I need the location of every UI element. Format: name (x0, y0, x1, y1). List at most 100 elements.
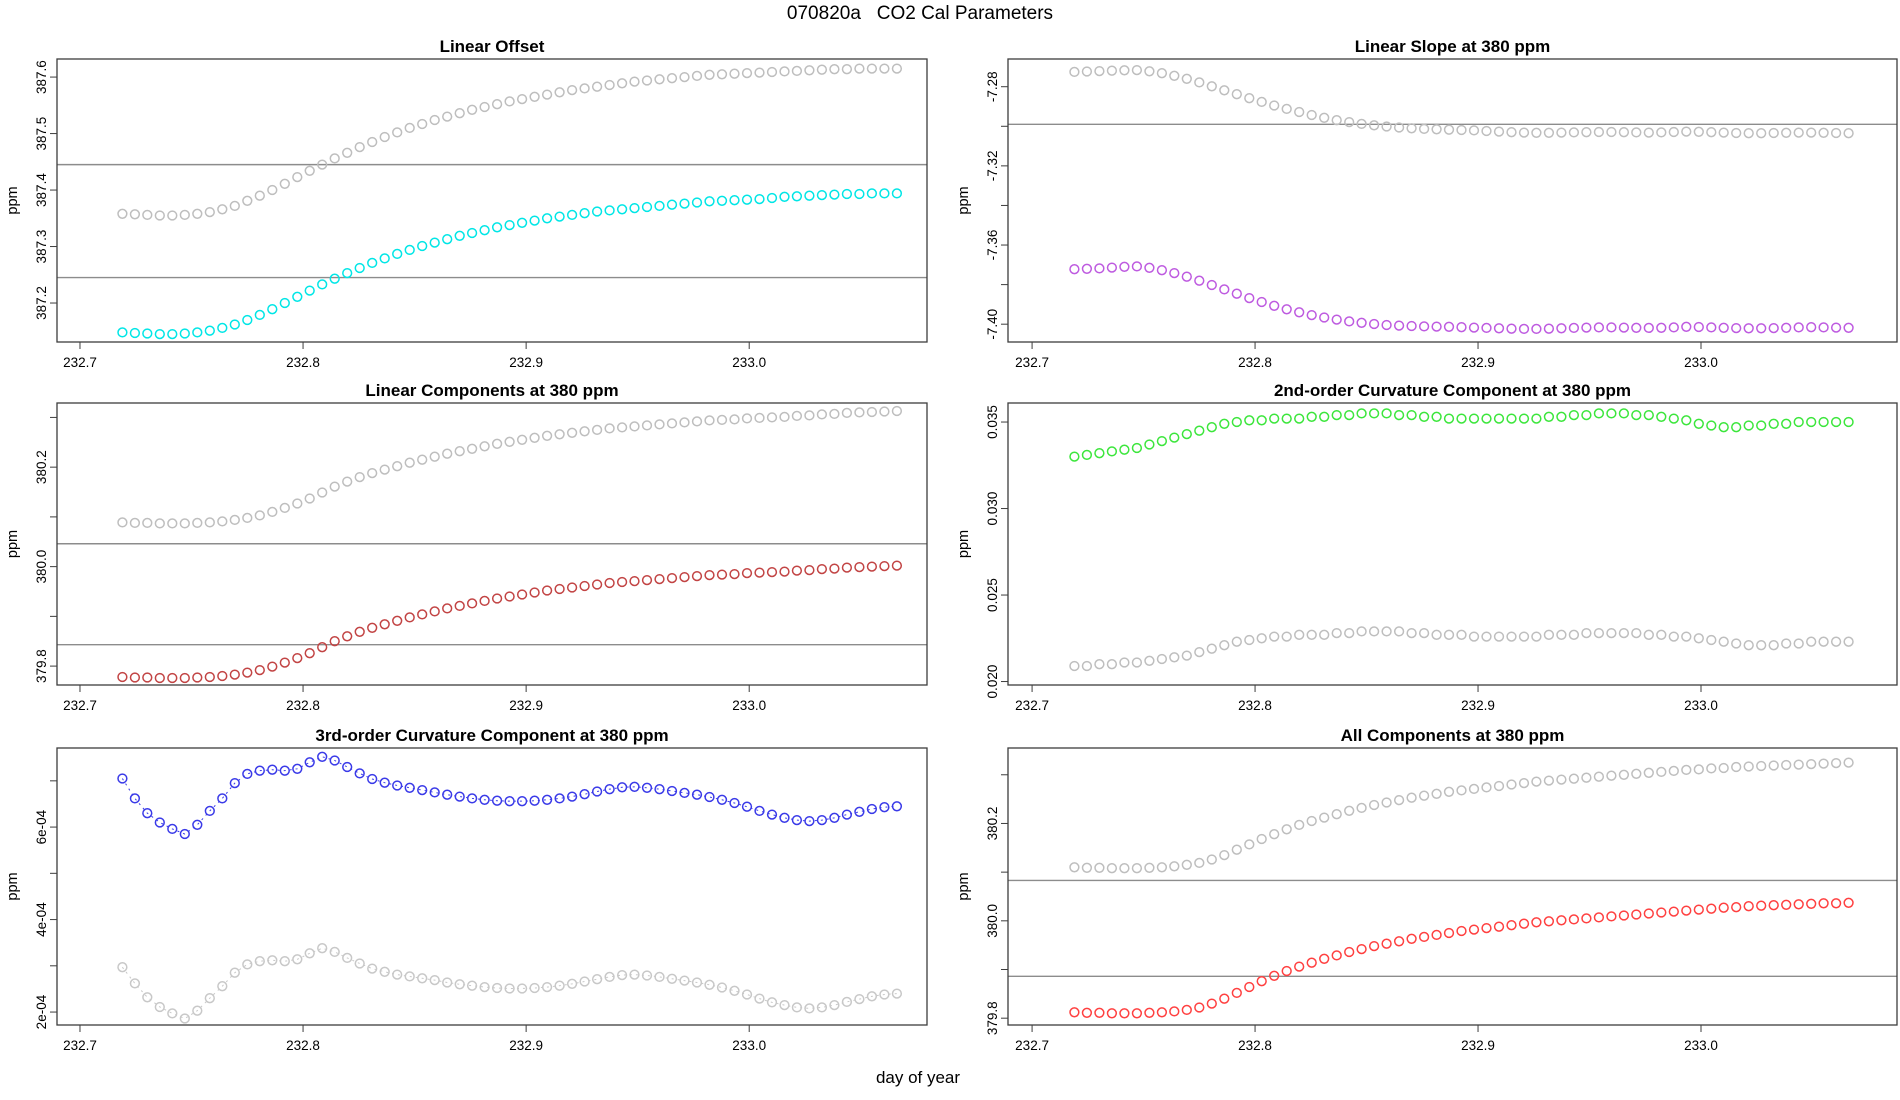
data-point (591, 974, 603, 985)
data-point (879, 63, 890, 74)
data-point (242, 959, 253, 970)
x-tick-label: 233.0 (732, 698, 766, 713)
data-point (791, 565, 803, 576)
data-point (1481, 125, 1492, 137)
data-point (704, 791, 715, 803)
data-point (1631, 909, 1642, 920)
data-point (1331, 809, 1342, 820)
data-point (679, 71, 690, 83)
data-point (1593, 322, 1605, 333)
data-point (1281, 824, 1292, 835)
data-point (629, 202, 640, 214)
data-point (679, 198, 690, 209)
data-point (1231, 844, 1242, 855)
data-point (1768, 322, 1779, 334)
data-point (516, 434, 528, 445)
data-point (1156, 653, 1168, 665)
data-point (679, 975, 690, 986)
data-point (1656, 411, 1667, 422)
data-point (267, 506, 278, 518)
figure-title: 070820a CO2 Cal Parameters (786, 3, 1054, 24)
data-point (1231, 416, 1242, 428)
data-point (329, 636, 340, 647)
data-point (1656, 907, 1667, 918)
data-point (1506, 920, 1517, 931)
y-tick-label: 380.2 (34, 450, 49, 484)
data-point (1643, 322, 1654, 334)
data-point (1806, 322, 1817, 333)
data-point (1431, 629, 1442, 640)
plot-border (56, 402, 928, 686)
data-point (1281, 103, 1292, 115)
data-point (854, 407, 865, 418)
data-point (192, 672, 203, 683)
data-point (1681, 631, 1692, 642)
data-point (566, 791, 578, 802)
data-point (1706, 903, 1717, 914)
data-point (1244, 839, 1255, 850)
data-point (154, 518, 165, 529)
data-point (1431, 321, 1442, 332)
data-point (1593, 408, 1605, 419)
data-point (379, 619, 390, 630)
data-point (704, 69, 715, 80)
data-point (854, 561, 865, 573)
data-point (329, 153, 340, 164)
data-point (854, 806, 865, 817)
data-point (329, 481, 340, 492)
data-point (591, 579, 603, 590)
panel-title: Linear Slope at 380 ppm (1355, 37, 1551, 56)
data-point (504, 796, 515, 807)
data-point (1344, 409, 1355, 421)
data-point (866, 188, 878, 199)
data-point (1593, 627, 1605, 639)
y-tick-label: 2e-04 (34, 994, 49, 1029)
data-point (1681, 905, 1692, 916)
data-point (1731, 638, 1742, 649)
data-point (1830, 636, 1842, 647)
data-point (891, 560, 903, 571)
data-point (142, 808, 153, 819)
data-point (1456, 322, 1467, 333)
panel-title: Linear Offset (440, 37, 545, 56)
data-point (1718, 902, 1729, 913)
data-point (1668, 126, 1679, 138)
data-point (554, 87, 565, 98)
data-point (204, 325, 215, 336)
data-point (404, 122, 415, 134)
data-point (716, 69, 728, 80)
data-point (1406, 792, 1417, 803)
data-point (566, 84, 578, 96)
data-point (1556, 127, 1567, 138)
data-point (1468, 413, 1480, 424)
data-point (704, 196, 715, 207)
data-point (1256, 976, 1267, 987)
data-point (379, 131, 390, 143)
data-point (479, 441, 490, 452)
data-point (392, 127, 403, 138)
data-point (1181, 650, 1192, 661)
data-point (429, 114, 440, 126)
data-point (641, 201, 653, 213)
data-point (167, 1008, 178, 1019)
y-tick-label: 0.025 (985, 578, 1000, 612)
data-point (1793, 638, 1804, 649)
data-point (242, 195, 253, 206)
data-point (1331, 950, 1342, 961)
data-point (616, 782, 628, 793)
data-point (1431, 929, 1442, 941)
x-tick-label: 232.7 (1015, 355, 1049, 370)
data-point (1643, 127, 1654, 138)
data-point (1306, 629, 1317, 640)
data-point (1506, 323, 1517, 334)
data-point (1319, 629, 1330, 640)
data-point (1706, 127, 1717, 138)
data-point (167, 823, 178, 835)
data-point (1631, 322, 1642, 333)
data-point (754, 67, 765, 78)
data-point (1793, 416, 1804, 428)
data-point (516, 93, 528, 105)
series-green-curvature (1069, 408, 1854, 462)
data-point (1818, 636, 1829, 647)
data-point (1531, 127, 1542, 138)
